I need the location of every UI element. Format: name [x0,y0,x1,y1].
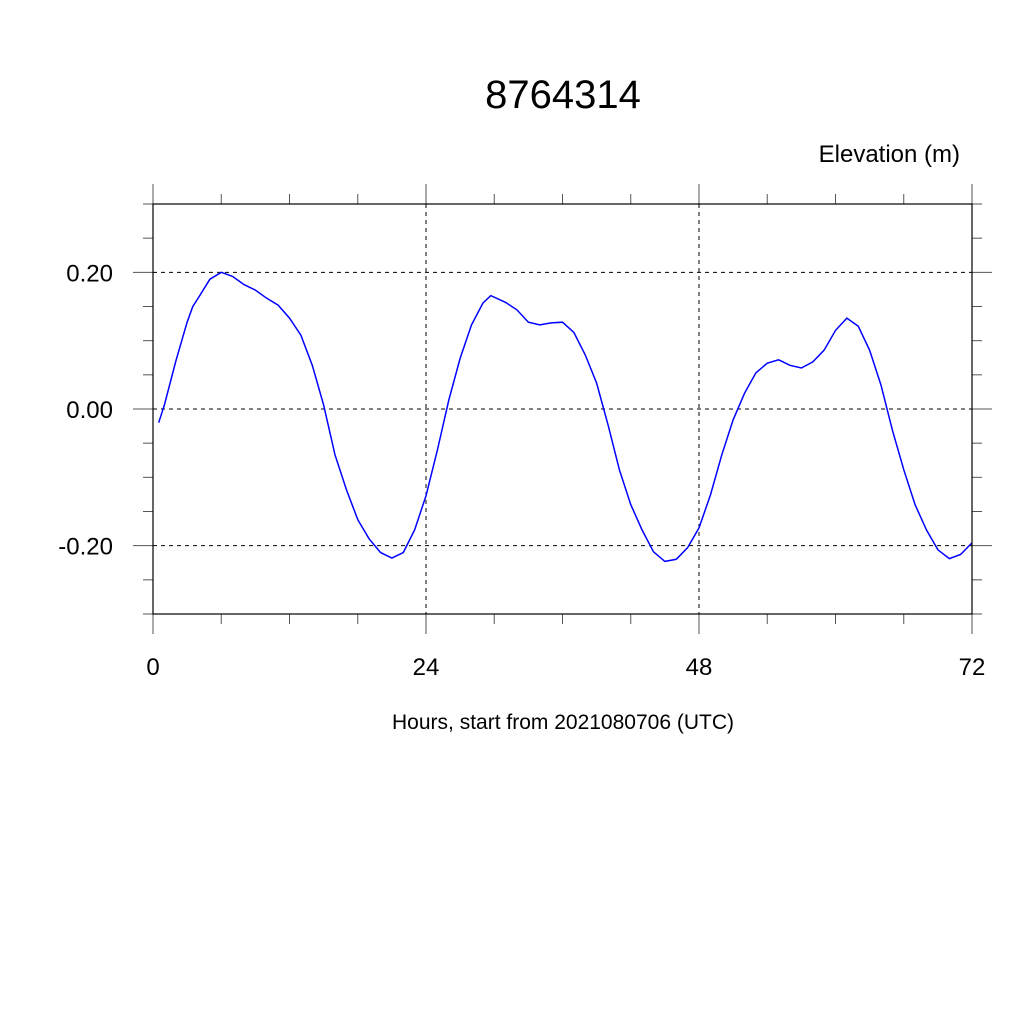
y-tick-label: -0.20 [58,534,113,561]
axis-ticks [133,184,992,634]
y-tick-label: 0.00 [66,397,113,424]
x-tick-label: 0 [146,654,159,681]
x-tick-label: 48 [686,654,713,681]
chart-title: 8764314 [485,73,641,117]
y-axis-label: Elevation (m) [819,141,960,168]
x-tick-label: 24 [413,654,440,681]
grid-lines [153,204,972,614]
series-line [157,271,973,563]
x-tick-label: 72 [959,654,986,681]
tick-labels: 0 24 48 72 0.20 0.00 -0.20 [58,260,985,681]
y-tick-label: 0.20 [66,260,113,287]
plot-frame [152,203,973,615]
x-axis-label: Hours, start from 2021080706 (UTC) [392,711,734,734]
